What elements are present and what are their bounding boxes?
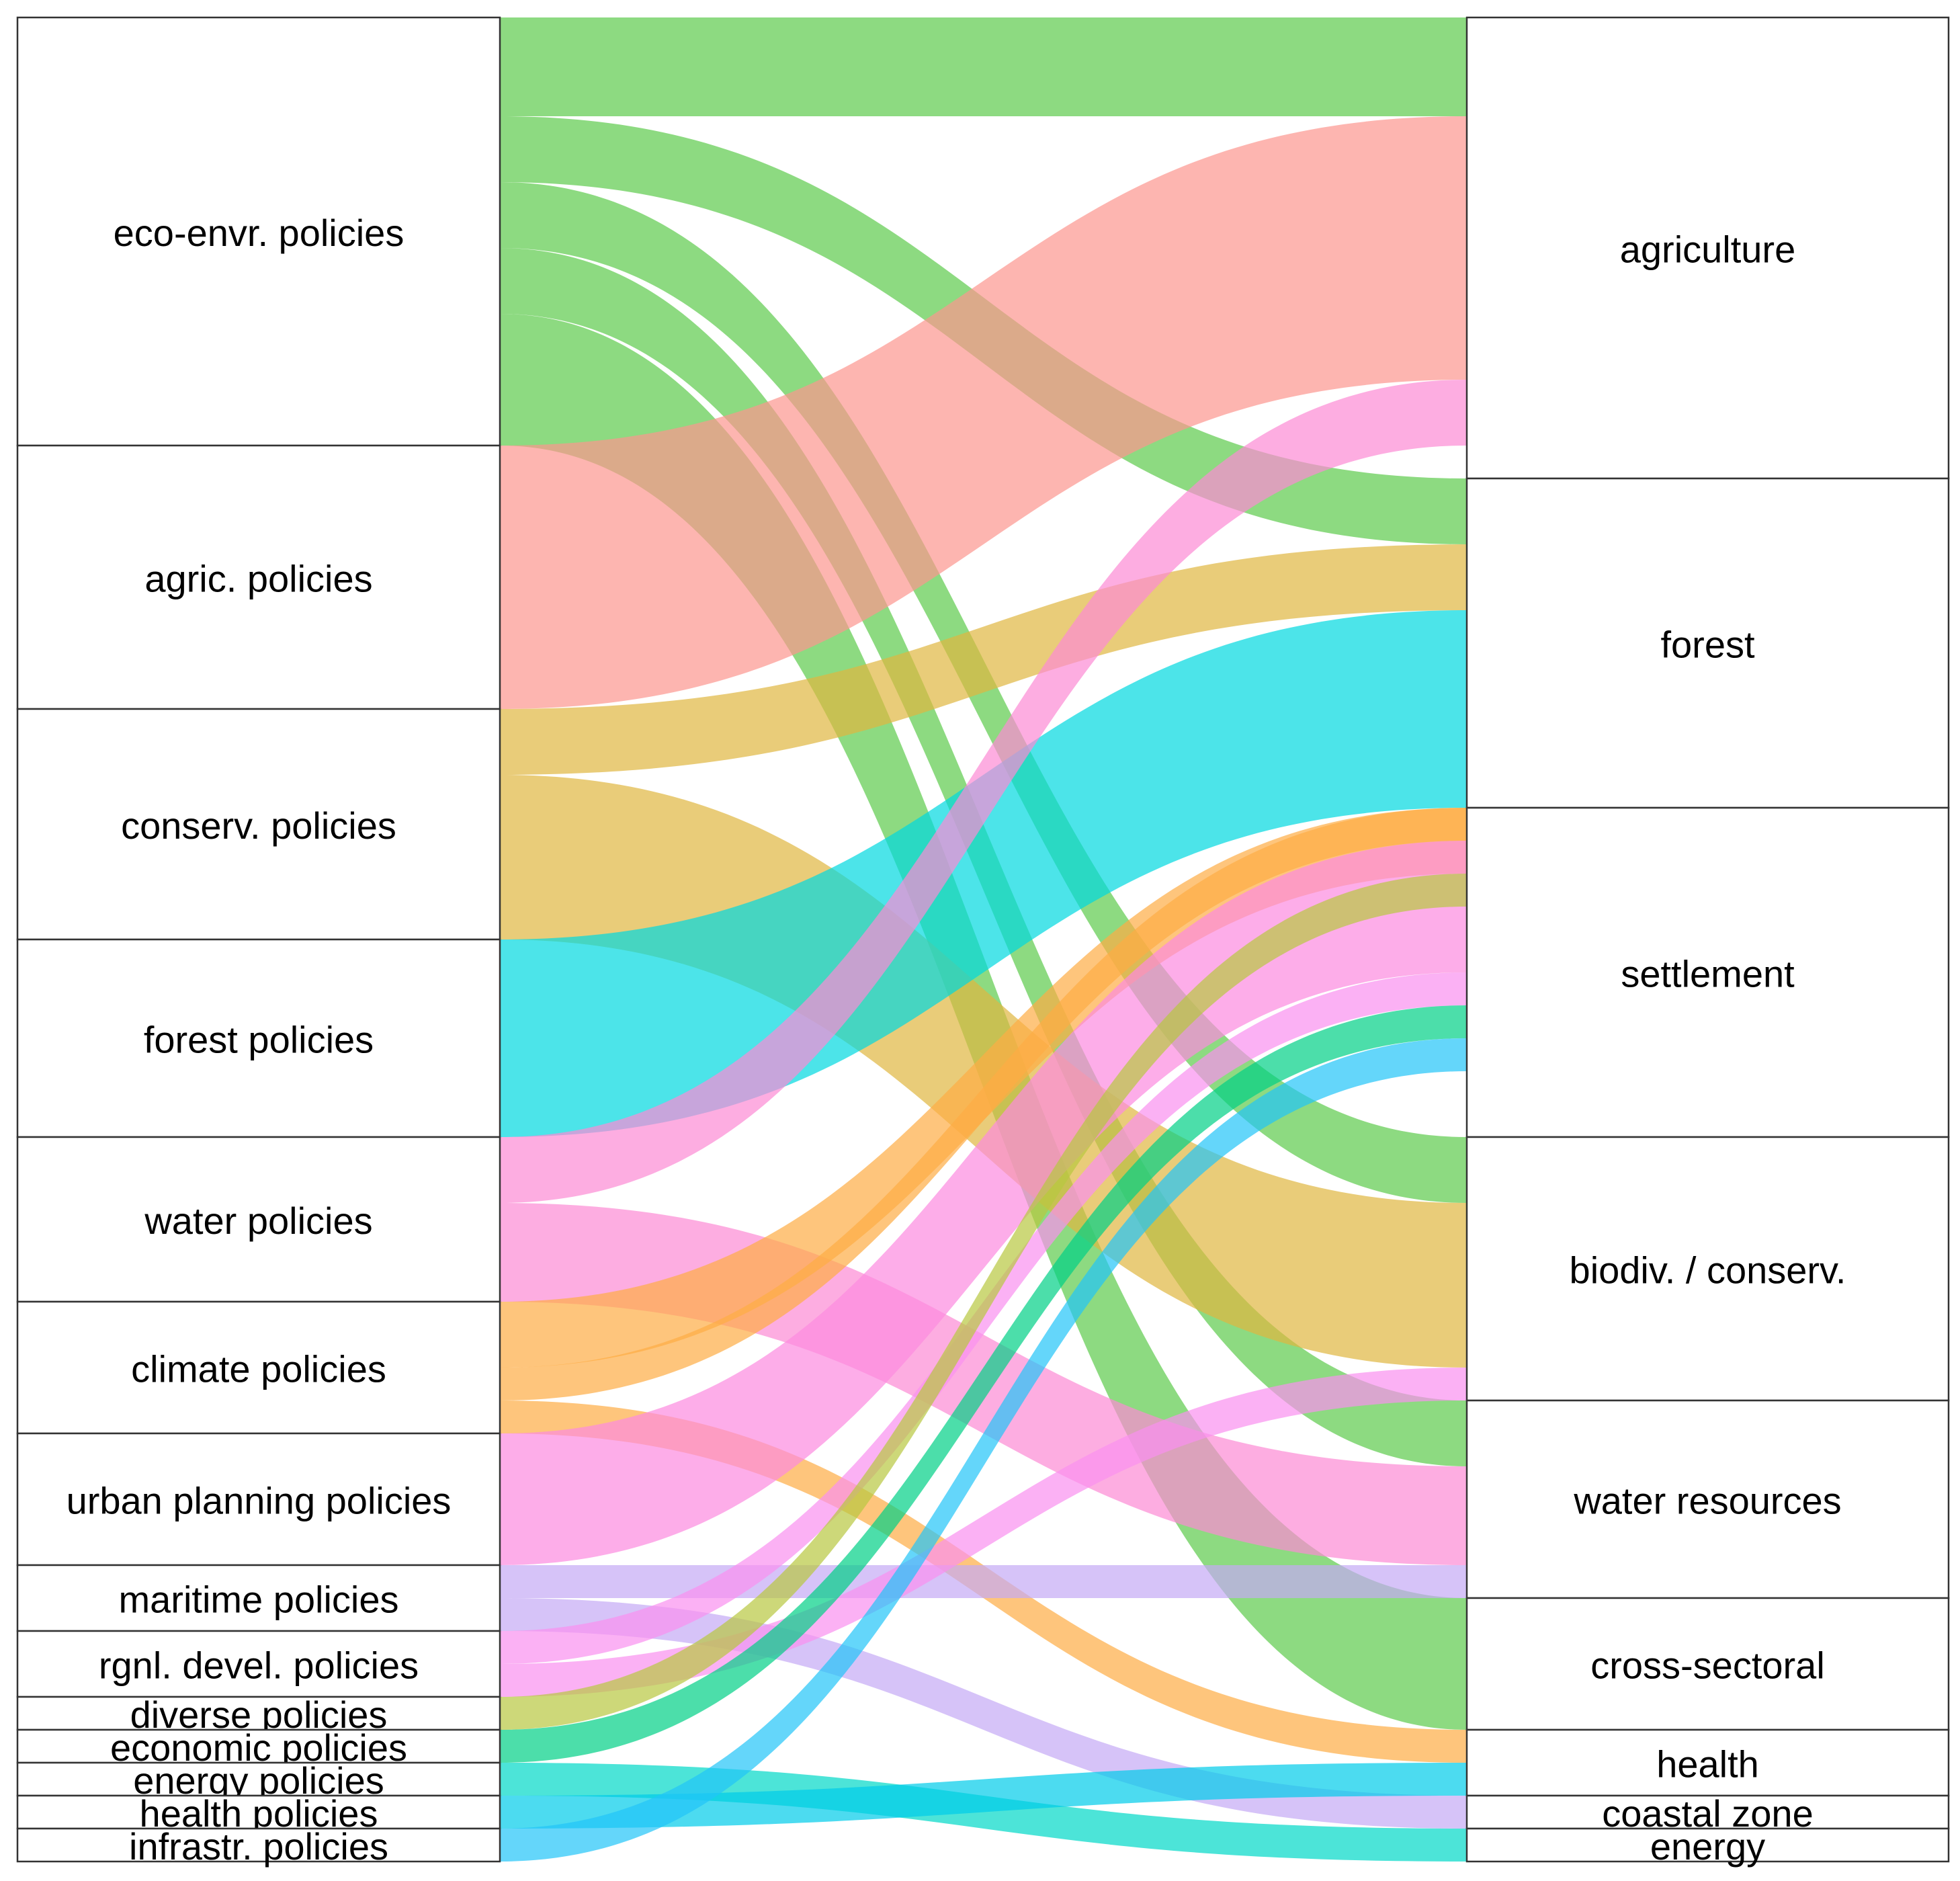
right-node-box [1465,1136,1950,1402]
flow-agr-to-agr [500,116,1467,709]
left-node-water-policies: water policies [16,1136,501,1303]
left-node-box [16,1630,501,1698]
left-node-rgnl-devel-policies: rgnl. devel. policies [16,1630,501,1698]
right-node-label: biodiv. / conserv. [1570,1249,1846,1292]
right-node-label: cross-sectoral [1590,1644,1825,1687]
left-node-health-policies: health policies [16,1792,501,1835]
left-node-box [16,1794,501,1830]
left-node-label: eco-envr. policies [114,212,404,254]
right-node-health: health [1465,1728,1950,1797]
left-node-economic-policies: economic policies [16,1726,501,1769]
left-node-label: urban planning policies [67,1480,452,1522]
flow-con-to-for [500,544,1467,775]
flow-mar-to-wat [500,1565,1467,1598]
left-node-box [16,708,501,941]
left-node-label: maritime policies [119,1579,399,1621]
left-node-forest-policies: forest policies [16,938,501,1138]
left-node-label: economic policies [110,1726,407,1769]
left-node-urban-planning-policies: urban planning policies [16,1432,501,1566]
left-node-label: agric. policies [144,558,372,600]
right-node-biodiv-conserv: biodiv. / conserv. [1465,1136,1950,1402]
left-node-box [16,16,501,447]
right-node-water-resources: water resources [1465,1399,1950,1599]
left-node-label: climate policies [131,1348,386,1390]
flows [500,17,1467,1862]
left-node-climate-policies: climate policies [16,1300,501,1435]
flow-inf-to-set [500,1038,1467,1862]
right-node-label: forest [1660,624,1754,666]
left-node-box [16,1827,501,1863]
left-node-label: infrastr. policies [129,1825,388,1868]
right-node-cross-sectoral: cross-sectoral [1465,1597,1950,1731]
right-node-label: health [1656,1743,1759,1786]
left-node-label: forest policies [144,1019,374,1061]
left-node-eco-envr-policies: eco-envr. policies [16,16,501,447]
flow-wat-to-agr [500,380,1467,1203]
left-node-label: energy policies [133,1759,384,1802]
right-node-energy: energy [1465,1825,1950,1868]
right-node-box [1465,1728,1950,1797]
left-node-label: rgnl. devel. policies [99,1644,419,1687]
left-node-energy-policies: energy policies [16,1759,501,1802]
left-node-box [16,1300,501,1435]
right-node-label: agriculture [1620,228,1795,271]
right-node-agriculture: agriculture [1465,16,1950,480]
left-node-box [16,1136,501,1303]
left-node-label: health policies [140,1792,378,1835]
flow-urb-to-set [500,841,1467,1565]
left-node-box [16,1761,501,1797]
flow-for-to-for [500,610,1467,1137]
nodes: eco-envr. policies agric. policies conserv… [16,16,1950,1868]
flow-rgn-to-bio [500,1368,1467,1697]
right-node-box [1465,477,1950,809]
left-node-box [16,1728,501,1764]
right-node-label: settlement [1621,953,1795,995]
flow-div-to-for [500,874,1467,1730]
right-node-box [1465,1827,1950,1863]
flow-mar-to-coa [500,1598,1467,1829]
left-node-infrastr-policies: infrastr. policies [16,1825,501,1868]
right-node-box [1465,1597,1950,1731]
left-node-maritime-policies: maritime policies [16,1564,501,1632]
right-node-settlement: settlement [1465,806,1950,1138]
left-node-box [16,1432,501,1566]
flow-eco-to-agr [500,17,1467,116]
right-node-label: water resources [1573,1480,1841,1522]
left-node-conserv-policies: conserv. policies [16,708,501,941]
right-node-box [1465,806,1950,1138]
left-node-label: conserv. policies [121,804,396,847]
flow-cli-to-set [500,808,1467,1401]
flow-hea-to-hea [500,1763,1467,1829]
flow-eco2-to-set [500,1005,1467,1763]
left-node-box [16,444,501,710]
left-node-label: water policies [144,1200,372,1242]
right-node-box [1465,1399,1950,1599]
right-node-label: coastal zone [1602,1792,1813,1835]
left-node-box [16,1696,501,1731]
left-node-diverse-policies: diverse policies [16,1694,501,1736]
right-node-forest: forest [1465,477,1950,809]
left-node-label: diverse policies [130,1694,388,1736]
right-node-label: energy [1650,1825,1765,1868]
left-node-agric-policies: agric. policies [16,444,501,710]
